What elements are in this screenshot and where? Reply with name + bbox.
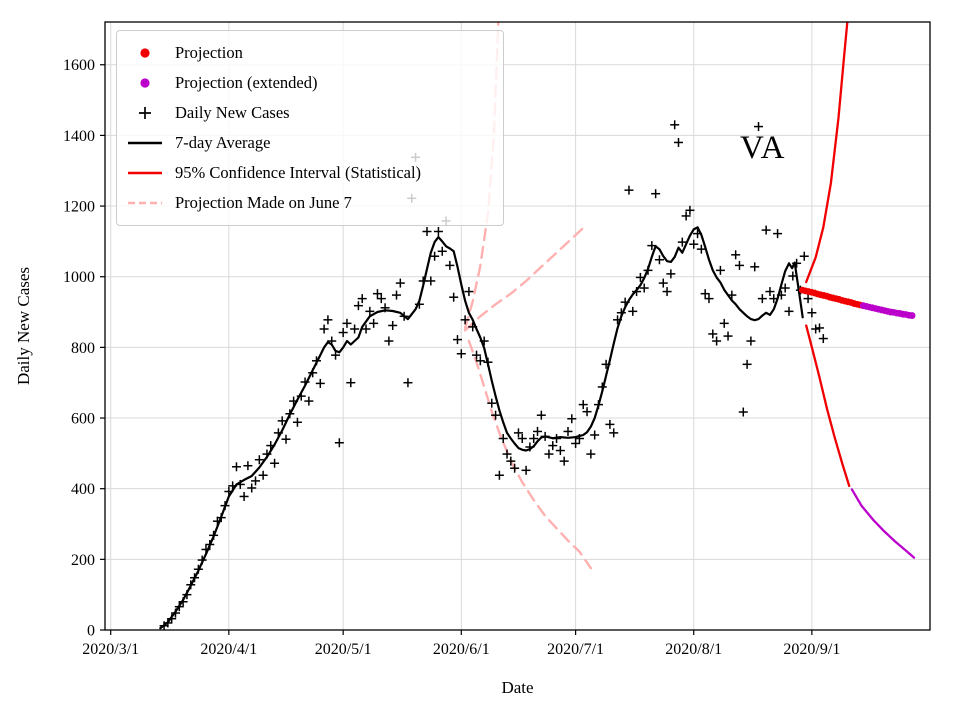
x-axis-label: Date: [501, 678, 534, 697]
legend-item-projection: Projection: [127, 38, 493, 68]
series-projection-extended: [859, 302, 916, 319]
projection-extended-dot-icon: [127, 74, 163, 92]
legend: Projection Projection (extended) Daily N…: [116, 30, 504, 226]
y-tick-label: 200: [71, 552, 95, 569]
series-ci-lower: [805, 324, 851, 488]
x-tick-label: 2020/7/1: [547, 641, 604, 658]
x-tick-label: 2020/3/1: [82, 641, 139, 658]
legend-item-label: 7-day Average: [175, 133, 271, 152]
legend-item-projection-extended: Projection (extended): [127, 68, 493, 98]
series-seven-day-average: [159, 226, 804, 630]
plot-frame: [104, 21, 931, 631]
y-tick-label: 1200: [63, 199, 95, 216]
projection-dot-icon: [127, 44, 163, 62]
series-june7-lower: [467, 339, 593, 570]
x-tick-label: 2020/8/1: [665, 641, 722, 658]
legend-item-label: Projection (extended): [175, 73, 318, 92]
series-june7-mid: [463, 226, 585, 332]
y-tick-label: 1400: [63, 128, 95, 145]
y-tick-label: 400: [71, 481, 95, 498]
legend-item-label: Daily New Cases: [175, 103, 290, 122]
y-tick-label: 600: [71, 411, 95, 428]
series-june7-upper: [463, 21, 500, 330]
x-tick-label: 2020/9/1: [783, 641, 840, 658]
y-tick-label: 0: [87, 623, 95, 640]
y-tick-label: 1000: [63, 269, 95, 286]
legend-item-label: Projection Made on June 7: [175, 193, 352, 212]
x-tick-label: 2020/6/1: [433, 641, 490, 658]
y-tick-label: 1600: [63, 57, 95, 74]
y-tick-label: 800: [71, 340, 95, 357]
x-tick-label: 2020/5/1: [315, 641, 372, 658]
legend-item-label: Projection: [175, 43, 243, 62]
state-annotation: VA: [740, 130, 786, 166]
pink-dashed-line-icon: [127, 194, 163, 212]
black-line-icon: [127, 134, 163, 152]
series-ci-upper: [805, 21, 849, 284]
series-ci-lower-extended: [850, 488, 916, 559]
y-axis-label: Daily New Cases: [14, 266, 33, 386]
legend-item-7day-average: 7-day Average: [127, 128, 493, 158]
x-tick-label: 2020/4/1: [200, 641, 257, 658]
legend-item-daily-new-cases: Daily New Cases: [127, 98, 493, 128]
red-line-icon: [127, 164, 163, 182]
legend-item-june7-projection: Projection Made on June 7: [127, 188, 493, 218]
legend-item-label: 95% Confidence Interval (Statistical): [175, 163, 422, 182]
plus-marker-icon: [127, 104, 163, 122]
legend-item-confidence-interval: 95% Confidence Interval (Statistical): [127, 158, 493, 188]
